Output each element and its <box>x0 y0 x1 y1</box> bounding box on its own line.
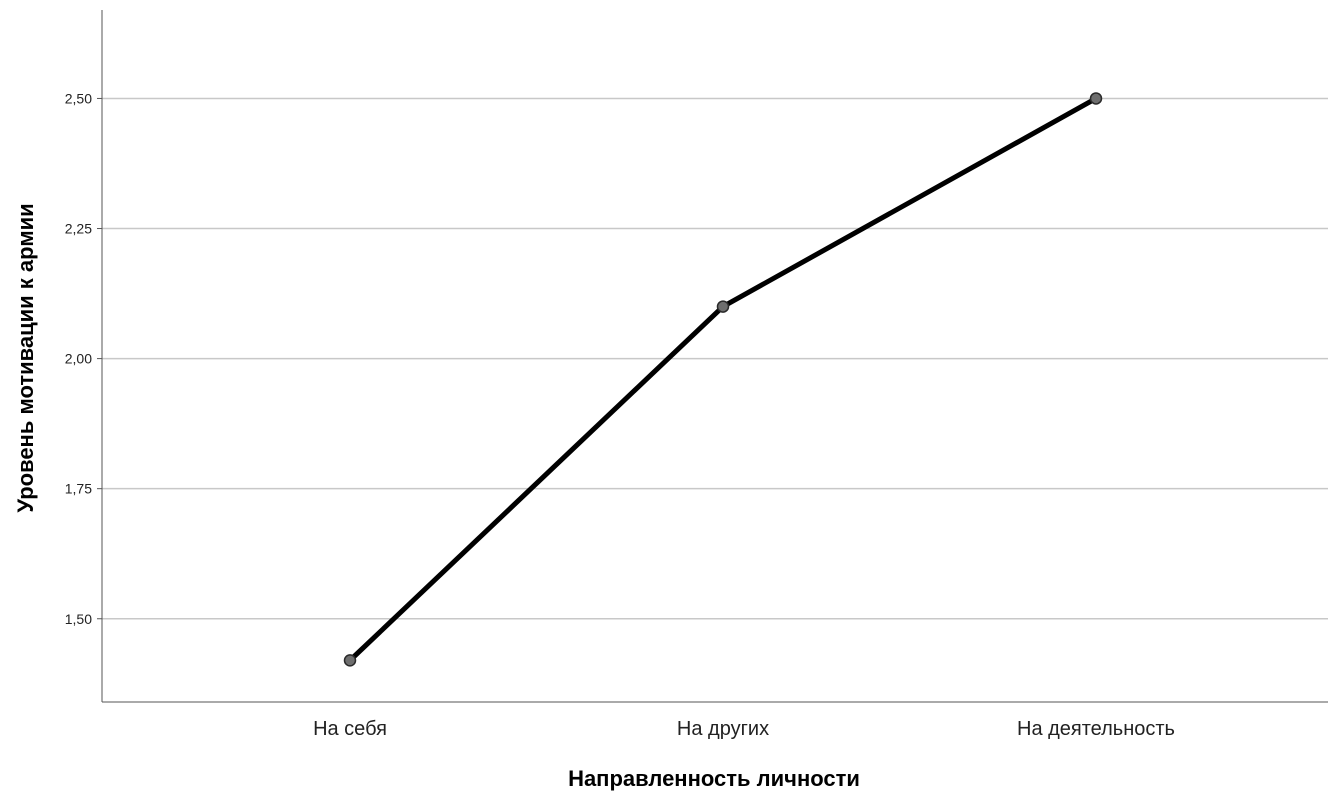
series-line <box>347 95 1099 663</box>
y-tick-label: 1,75 <box>65 481 92 497</box>
data-point <box>716 300 730 313</box>
data-point <box>343 654 357 667</box>
x-category-label: На других <box>677 718 769 740</box>
y-axis-title: Уровень мотивации к армии <box>13 203 38 512</box>
y-tick-label: 2,00 <box>65 351 92 367</box>
x-category-label: На деятельность <box>1017 718 1175 740</box>
y-tick-label: 2,50 <box>65 90 92 106</box>
gridlines <box>102 97 1328 620</box>
y-tick-label: 2,25 <box>65 221 92 237</box>
y-tick-label: 1,50 <box>65 611 92 627</box>
x-category-label: На себя <box>313 718 387 740</box>
y-tick-labels: 1,50 1,75 2,00 2,25 2,50 <box>65 90 102 627</box>
series <box>343 92 1103 667</box>
data-point <box>1089 92 1103 105</box>
axes <box>101 10 1328 703</box>
x-category-labels: На себя На других На деятельность <box>313 718 1175 740</box>
x-axis-title: Направленность личности <box>568 766 860 791</box>
